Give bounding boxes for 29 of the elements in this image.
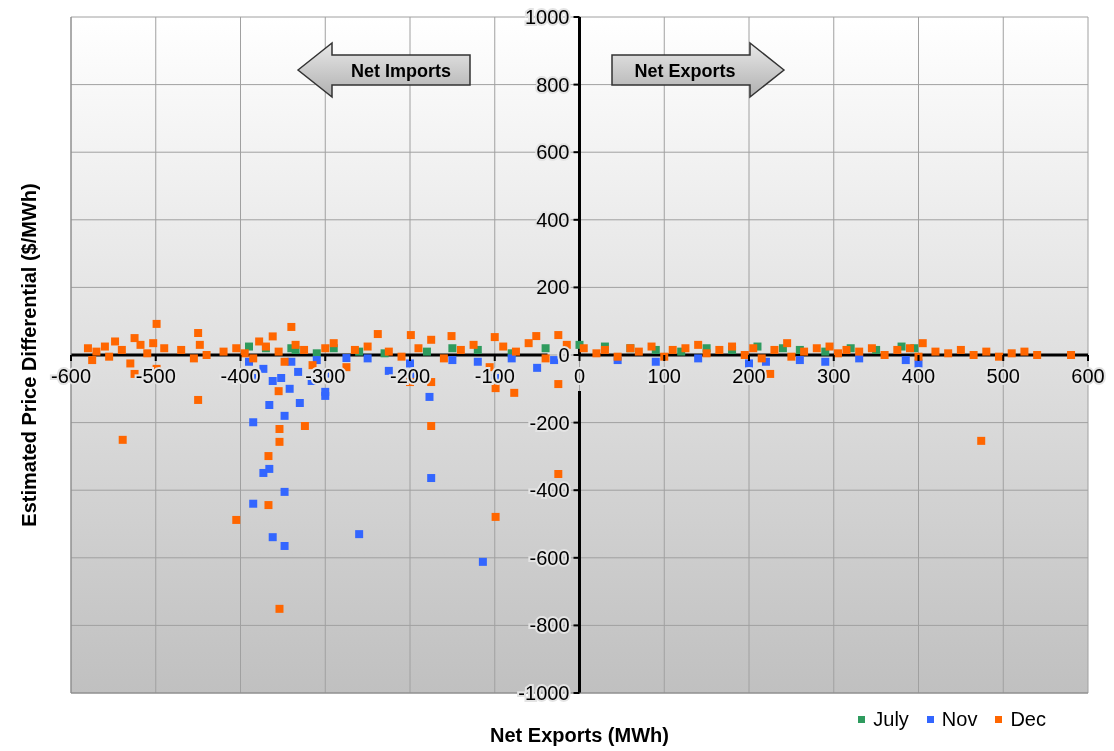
y-tick-label: -1000	[518, 682, 570, 704]
x-tick-label: 300	[817, 365, 851, 387]
legend-label: Dec	[1010, 708, 1046, 731]
x-tick-label: 400	[901, 365, 936, 387]
annotation: Net Imports	[350, 61, 452, 81]
y-axis-title: Estimated Price Differential ($/MWh)	[18, 183, 40, 527]
y-tick-label: -200	[529, 411, 570, 434]
x-tick-label: -600	[50, 365, 92, 387]
y-tick-label: -400	[529, 479, 570, 502]
legend-label: Nov	[941, 708, 978, 731]
y-tick-label: 0	[558, 344, 570, 366]
annotation: Net Exports	[634, 61, 736, 81]
y-tick-label: 1000	[525, 6, 570, 28]
x-tick-label: 500	[986, 365, 1020, 387]
x-tick-label: 200	[732, 365, 766, 387]
x-tick-label: 0	[573, 365, 586, 387]
x-tick-label: 600	[1071, 365, 1105, 387]
y-tick-label: 800	[536, 73, 570, 96]
x-tick-label: -400	[220, 365, 261, 387]
x-axis-title: Net Exports (MWh)	[490, 724, 669, 746]
y-tick-label: -600	[529, 546, 570, 569]
y-tick-label: -800	[529, 614, 570, 637]
y-tick-label: 400	[536, 208, 570, 231]
y-tick-label: 200	[536, 276, 570, 299]
y-tick-label: 600	[536, 141, 570, 164]
x-tick-label: 100	[647, 365, 681, 387]
x-tick-label: -100	[474, 365, 515, 387]
legend-label: July	[873, 708, 909, 731]
x-tick-label: -500	[135, 365, 176, 387]
